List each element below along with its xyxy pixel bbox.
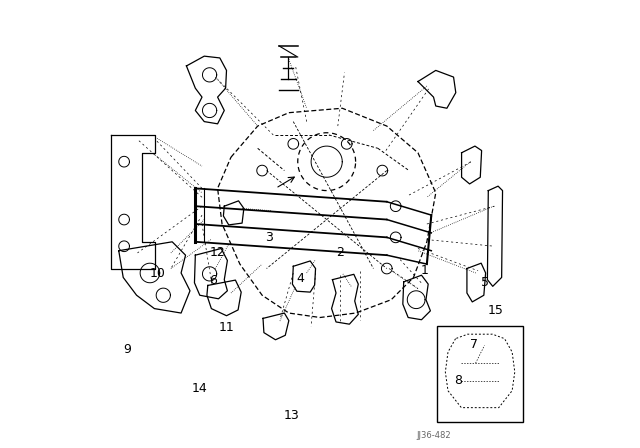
Text: 9: 9 — [124, 343, 132, 356]
Text: 2: 2 — [336, 246, 344, 259]
Text: 1: 1 — [420, 264, 429, 277]
Text: 8: 8 — [454, 374, 462, 387]
Text: 3: 3 — [265, 231, 273, 244]
Text: JJ36-482: JJ36-482 — [416, 431, 451, 440]
Text: 5: 5 — [481, 276, 489, 289]
Text: 4: 4 — [296, 272, 304, 285]
Text: 6: 6 — [209, 275, 217, 288]
Text: 12: 12 — [210, 246, 225, 259]
Text: 10: 10 — [150, 267, 165, 280]
Text: 7: 7 — [470, 338, 477, 351]
Text: 11: 11 — [219, 321, 234, 334]
Bar — [436, 327, 524, 422]
Text: 14: 14 — [192, 382, 207, 395]
Text: 13: 13 — [283, 409, 299, 422]
Text: 15: 15 — [488, 304, 504, 317]
